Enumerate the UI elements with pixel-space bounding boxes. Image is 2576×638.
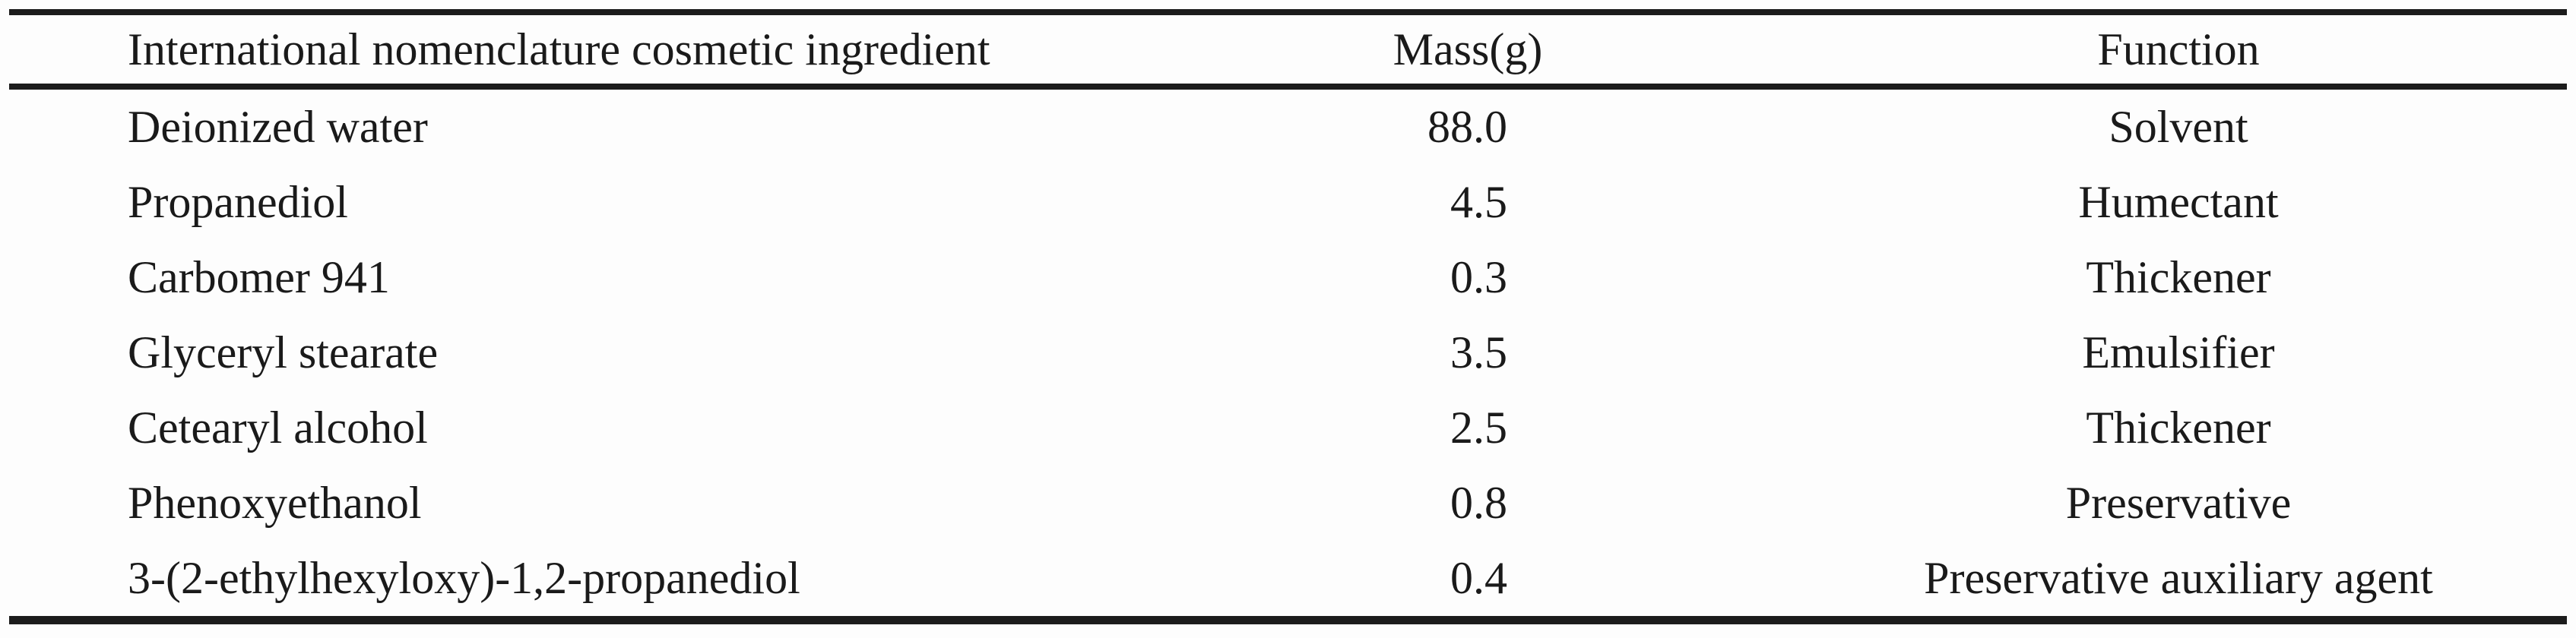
cell-mass: 0.8	[1450, 478, 1507, 528]
cell-ingredient: Glyceryl stearate	[128, 327, 439, 377]
table-row: Deionized water 88.0 Solvent	[9, 87, 2567, 165]
cell-function: Thickener	[2086, 403, 2271, 453]
cell-mass: 0.3	[1450, 252, 1507, 302]
cell-mass: 0.4	[1450, 553, 1507, 603]
cell-ingredient: 3-(2-ethylhexyloxy)-1,2-propanediol	[128, 553, 800, 603]
cell-function: Thickener	[2086, 252, 2271, 302]
table-row: Propanediol 4.5 Humectant	[9, 165, 2567, 240]
cell-function: Preservative auxiliary agent	[1924, 553, 2433, 603]
cell-ingredient: Phenoxyethanol	[128, 478, 422, 528]
ingredients-table: International nomenclature cosmetic ingr…	[9, 9, 2567, 624]
column-header-function: Function	[1790, 12, 2567, 90]
cell-ingredient: Cetearyl alcohol	[128, 403, 428, 453]
header-row: International nomenclature cosmetic ingr…	[9, 12, 2567, 90]
table-body: Deionized water 88.0 Solvent Propanediol…	[9, 87, 2567, 621]
cell-ingredient: Deionized water	[128, 102, 428, 152]
cell-mass: 2.5	[1450, 403, 1507, 453]
cell-function: Solvent	[2109, 102, 2248, 152]
table-header: International nomenclature cosmetic ingr…	[9, 12, 2567, 90]
cell-mass: 88.0	[1427, 102, 1507, 152]
column-header-mass: Mass(g)	[1145, 12, 1790, 90]
table-row: Glyceryl stearate 3.5 Emulsifier	[9, 315, 2567, 390]
cell-mass: 4.5	[1450, 177, 1507, 227]
cell-ingredient: Propanediol	[128, 177, 348, 227]
cell-function: Humectant	[2078, 177, 2279, 227]
page: { "page": { "background_color": "#fdfdfd…	[0, 9, 2576, 638]
cell-function: Preservative	[2065, 478, 2292, 528]
table-row: Cetearyl alcohol 2.5 Thickener	[9, 390, 2567, 466]
table-row: Carbomer 941 0.3 Thickener	[9, 240, 2567, 315]
column-header-ingredient: International nomenclature cosmetic ingr…	[9, 12, 1145, 90]
table-row: 3-(2-ethylhexyloxy)-1,2-propanediol 0.4 …	[9, 541, 2567, 621]
cell-function: Emulsifier	[2082, 327, 2275, 377]
table-row: Phenoxyethanol 0.8 Preservative	[9, 466, 2567, 541]
cell-mass: 3.5	[1450, 327, 1507, 377]
cell-ingredient: Carbomer 941	[128, 252, 390, 302]
